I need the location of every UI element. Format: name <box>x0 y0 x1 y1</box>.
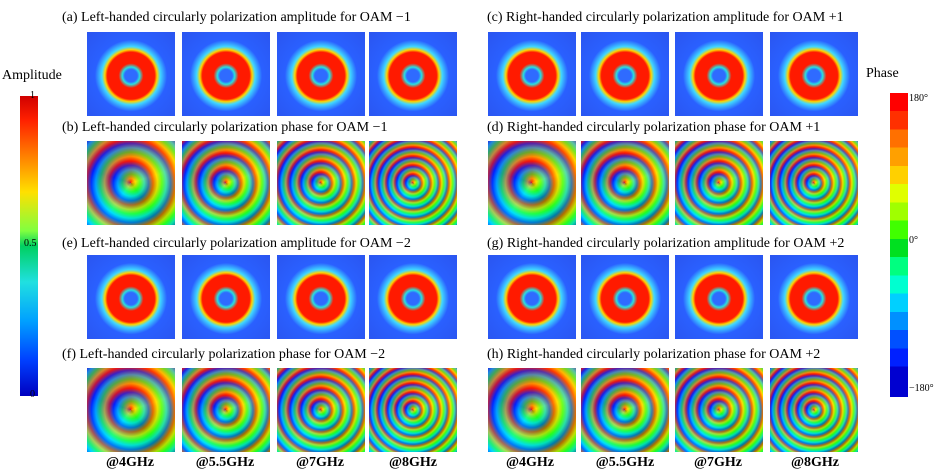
spiral-twist <box>277 141 365 225</box>
phase-map <box>182 368 270 452</box>
phase-map <box>581 368 669 452</box>
spiral-twist <box>770 368 858 452</box>
frequency-label: @5.5GHz <box>595 455 655 470</box>
spiral <box>182 141 270 225</box>
spiral-twist <box>182 141 270 225</box>
phase-colorbar <box>890 93 908 397</box>
amplitude-map <box>277 32 365 116</box>
spiral-twist <box>581 141 669 225</box>
panel-caption: (h) Right-handed circularly polarization… <box>487 347 821 362</box>
spiral <box>581 141 669 225</box>
spiral-twist <box>488 141 576 225</box>
phase-map <box>277 141 365 225</box>
amplitude-map <box>182 255 270 339</box>
spiral <box>369 368 457 452</box>
spiral <box>675 141 763 225</box>
phase-tick: 0° <box>909 235 918 246</box>
spiral-twist <box>770 141 858 225</box>
spiral-twist <box>87 368 175 452</box>
frequency-label: @5.5GHz <box>195 455 255 470</box>
phase-map <box>675 368 763 452</box>
phase-tick: 180° <box>909 93 928 104</box>
spiral-twist <box>488 368 576 452</box>
amplitude-map <box>369 255 457 339</box>
phase-map <box>182 141 270 225</box>
spiral <box>581 368 669 452</box>
amplitude-map <box>277 255 365 339</box>
amplitude-map <box>581 255 669 339</box>
frequency-label: @7GHz <box>295 455 345 470</box>
panel-caption: (f) Left-handed circularly polarization … <box>62 347 386 362</box>
amplitude-label: Amplitude <box>2 68 62 83</box>
spiral <box>675 368 763 452</box>
spiral <box>770 368 858 452</box>
spiral <box>488 368 576 452</box>
spiral-twist <box>369 368 457 452</box>
spiral <box>277 141 365 225</box>
frequency-label: @7GHz <box>693 455 743 470</box>
phase-map <box>581 141 669 225</box>
phase-map <box>369 141 457 225</box>
spiral <box>770 141 858 225</box>
amplitude-map <box>87 255 175 339</box>
amplitude-map <box>770 32 858 116</box>
amplitude-map <box>675 32 763 116</box>
phase-map <box>675 141 763 225</box>
amplitude-map <box>87 32 175 116</box>
spiral-twist <box>277 368 365 452</box>
panel-caption: (b) Left-handed circularly polarization … <box>62 120 388 135</box>
panel-caption: (a) Left-handed circularly polarization … <box>62 10 411 25</box>
amplitude-map <box>770 255 858 339</box>
amplitude-map <box>488 32 576 116</box>
spiral-twist <box>87 141 175 225</box>
spiral <box>87 368 175 452</box>
frequency-label: @4GHz <box>505 455 555 470</box>
phase-map <box>488 368 576 452</box>
spiral <box>488 141 576 225</box>
amplitude-map <box>182 32 270 116</box>
phase-label: Phase <box>866 66 899 81</box>
phase-map <box>87 141 175 225</box>
frequency-label: @8GHz <box>388 455 438 470</box>
amplitude-map <box>369 32 457 116</box>
amplitude-map <box>675 255 763 339</box>
panel-caption: (c) Right-handed circularly polarization… <box>487 10 844 25</box>
spiral-twist <box>675 141 763 225</box>
phase-map <box>770 141 858 225</box>
spiral-twist <box>369 141 457 225</box>
amplitude-tick: 0.5 <box>24 238 37 249</box>
phase-tick: −180° <box>909 383 934 394</box>
spiral <box>369 141 457 225</box>
spiral-twist <box>675 368 763 452</box>
amplitude-map <box>581 32 669 116</box>
amplitude-colorbar <box>20 96 38 396</box>
amplitude-map <box>488 255 576 339</box>
spiral <box>182 368 270 452</box>
frequency-label: @4GHz <box>105 455 155 470</box>
panel-caption: (d) Right-handed circularly polarization… <box>487 120 821 135</box>
amplitude-tick: 0 <box>30 389 35 400</box>
phase-map <box>369 368 457 452</box>
phase-map <box>770 368 858 452</box>
panel-caption: (g) Right-handed circularly polarization… <box>487 236 845 251</box>
phase-map <box>277 368 365 452</box>
spiral-twist <box>581 368 669 452</box>
spiral <box>87 141 175 225</box>
frequency-label: @8GHz <box>790 455 840 470</box>
amplitude-tick: 1 <box>30 90 35 101</box>
panel-caption: (e) Left-handed circularly polarization … <box>62 236 411 251</box>
phase-map <box>488 141 576 225</box>
spiral-twist <box>182 368 270 452</box>
spiral <box>277 368 365 452</box>
phase-map <box>87 368 175 452</box>
